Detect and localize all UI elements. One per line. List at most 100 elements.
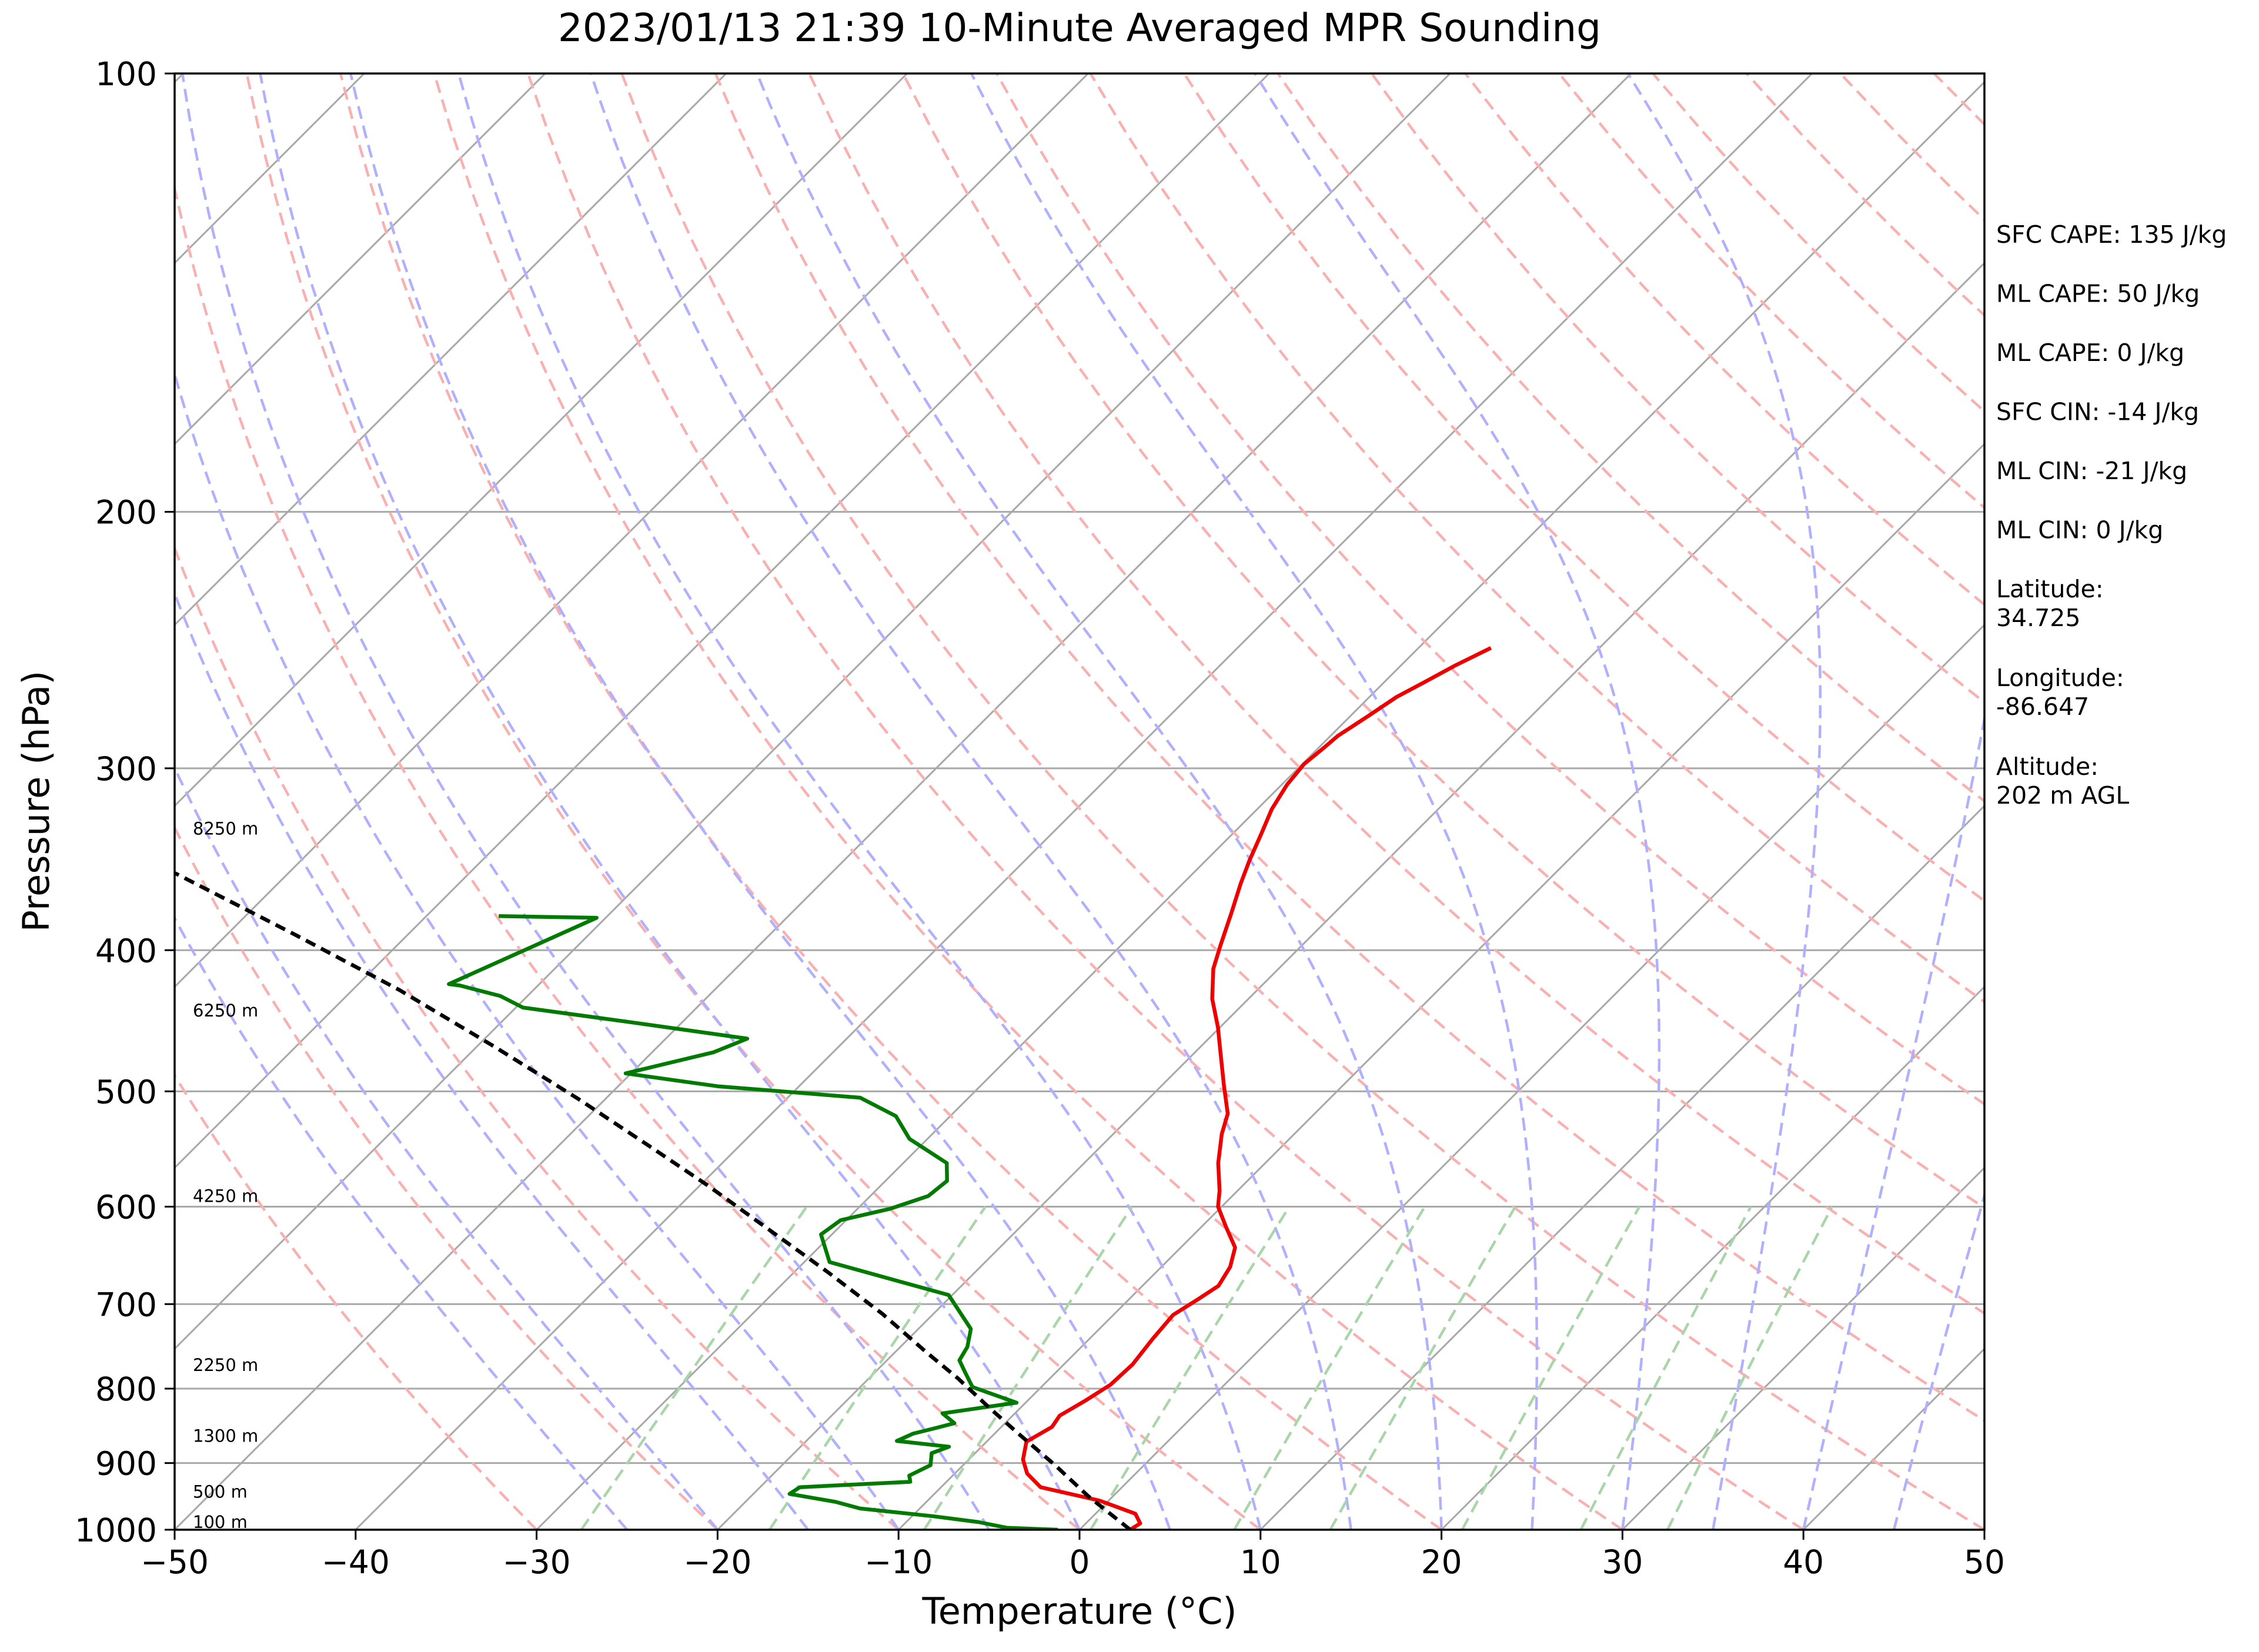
isotherm-line	[175, 73, 1632, 1530]
isotherm-line	[1259, 804, 1984, 1530]
isotherm-line	[1078, 623, 1984, 1530]
isotherm-line	[175, 73, 908, 807]
isotherm-line	[898, 443, 1984, 1530]
stat-text: Longitude:	[1996, 664, 2124, 692]
mixing-ratio-line	[1579, 1206, 1752, 1530]
stat-text: ML CAPE: 50 J/kg	[1996, 280, 2200, 308]
dry-adiabat-line	[1276, 73, 1984, 803]
mixing-ratio-line	[1089, 1206, 1291, 1530]
height-label: 6250 m	[193, 1001, 258, 1021]
mixing-ratio-line	[1461, 1206, 1641, 1530]
x-tick-label: 50	[1964, 1543, 2005, 1581]
isotherm-line	[355, 73, 1813, 1530]
isotherm-line	[175, 73, 727, 627]
dry-adiabat-line	[1089, 73, 1984, 1004]
stat-text: Latitude:	[1996, 575, 2104, 603]
x-axis-ticks: −50 −40 −30 −20 −10 0 10 20 30 40 50	[141, 1530, 2005, 1581]
y-tick-label: 1000	[75, 1511, 157, 1549]
stat-text: SFC CIN: -14 J/kg	[1996, 398, 2199, 426]
stat-text: -86.647	[1996, 693, 2089, 721]
y-axis-label: Pressure (hPa)	[15, 671, 58, 932]
x-tick-label: 0	[1070, 1543, 1090, 1581]
moist-adiabat-line	[1802, 712, 1984, 1530]
dry-adiabat-line	[714, 73, 1984, 1422]
y-tick-label: 100	[95, 55, 157, 93]
y-tick-label: 700	[95, 1286, 157, 1323]
dry-adiabat-line	[808, 73, 1984, 1315]
dewpoint-line	[447, 914, 1058, 1530]
moist-adiabat-line	[756, 73, 1443, 1530]
x-tick-label: 30	[1602, 1543, 1643, 1581]
x-tick-label: −50	[141, 1543, 209, 1581]
x-axis-label: Temperature (°C)	[921, 1590, 1237, 1633]
y-tick-label: 900	[95, 1445, 157, 1483]
isotherm-line	[717, 262, 1984, 1530]
isotherm-line	[536, 81, 1984, 1530]
dry-adiabat-line	[1183, 73, 1984, 903]
y-axis-ticks: 1000 900 800 700 600 500 400 300 200 100	[75, 55, 175, 1549]
stats-panel: SFC CAPE: 135 J/kg ML CAPE: 50 J/kg ML CAP…	[1996, 220, 2227, 810]
y-tick-label: 600	[95, 1188, 157, 1226]
moist-adiabat-line	[175, 915, 629, 1530]
x-tick-label: 20	[1421, 1543, 1462, 1581]
moist-adiabat-line	[175, 590, 810, 1530]
sounding-profiles	[175, 646, 1492, 1530]
background-lines	[175, 73, 1984, 1530]
moist-adiabat-line	[175, 369, 900, 1530]
dry-adiabat-line	[175, 544, 900, 1530]
dry-adiabat-line	[526, 73, 1804, 1530]
moist-adiabat-line	[1254, 73, 1661, 1530]
dry-adiabat-line	[175, 1073, 538, 1530]
mixing-ratio-line	[923, 1206, 1134, 1530]
stat-text: SFC CAPE: 135 J/kg	[1996, 220, 2227, 249]
moist-adiabat-line	[1626, 73, 1822, 1530]
stat-text: ML CAPE: 0 J/kg	[1996, 339, 2184, 367]
height-label: 8250 m	[193, 818, 258, 838]
stat-text: Altitude:	[1996, 753, 2098, 781]
isotherm-line	[175, 73, 1270, 1169]
height-label: 500 m	[193, 1482, 248, 1502]
stat-text: ML CIN: -21 J/kg	[1996, 457, 2187, 485]
moist-adiabat-line	[175, 765, 719, 1530]
isotherm-line	[175, 73, 1451, 1350]
isotherm-line	[1441, 985, 1984, 1530]
x-tick-label: 10	[1240, 1543, 1281, 1581]
moist-adiabat-line	[349, 73, 1172, 1530]
parcel-line	[175, 871, 1132, 1530]
y-tick-label: 200	[95, 494, 157, 531]
height-label: 2250 m	[193, 1355, 258, 1375]
mixing-ratio-line	[580, 1206, 808, 1530]
mixing-ratio-line	[1233, 1206, 1426, 1530]
y-tick-label: 300	[95, 750, 157, 788]
chart-title: 2023/01/13 21:39 10-Minute Averaged MPR …	[558, 5, 1601, 51]
height-label: 1300 m	[193, 1426, 258, 1446]
isotherm-line	[1622, 1166, 1984, 1530]
stat-text: 202 m AGL	[1996, 781, 2129, 810]
moist-adiabat-line	[259, 73, 1081, 1530]
x-tick-label: −30	[503, 1543, 571, 1581]
isotherm-line	[175, 73, 1089, 988]
dry-adiabat-line	[175, 824, 719, 1530]
isotherm-line	[175, 73, 546, 446]
moist-adiabat-line	[970, 73, 1539, 1530]
stat-text: 34.725	[1996, 604, 2080, 632]
moist-adiabat-line	[181, 73, 991, 1530]
dry-adiabat-line	[245, 73, 1262, 1530]
temperature-line	[1021, 646, 1492, 1530]
y-tick-label: 500	[95, 1073, 157, 1111]
x-tick-label: −20	[683, 1543, 751, 1581]
plot-frame	[173, 72, 1986, 1531]
moist-adiabat-line	[457, 73, 1262, 1530]
dry-adiabat-line	[1370, 73, 1984, 704]
dry-adiabat-line	[901, 73, 1984, 1210]
dry-adiabat-line	[995, 73, 1984, 1106]
dry-adiabat-line	[175, 182, 1081, 1530]
y-tick-label: 800	[95, 1370, 157, 1408]
moist-adiabat-line	[589, 73, 1352, 1530]
mixing-ratio-line	[1329, 1206, 1517, 1530]
y-tick-label: 400	[95, 932, 157, 969]
moist-adiabat-line	[1892, 1190, 1984, 1530]
stat-text: ML CIN: 0 J/kg	[1996, 516, 2163, 544]
